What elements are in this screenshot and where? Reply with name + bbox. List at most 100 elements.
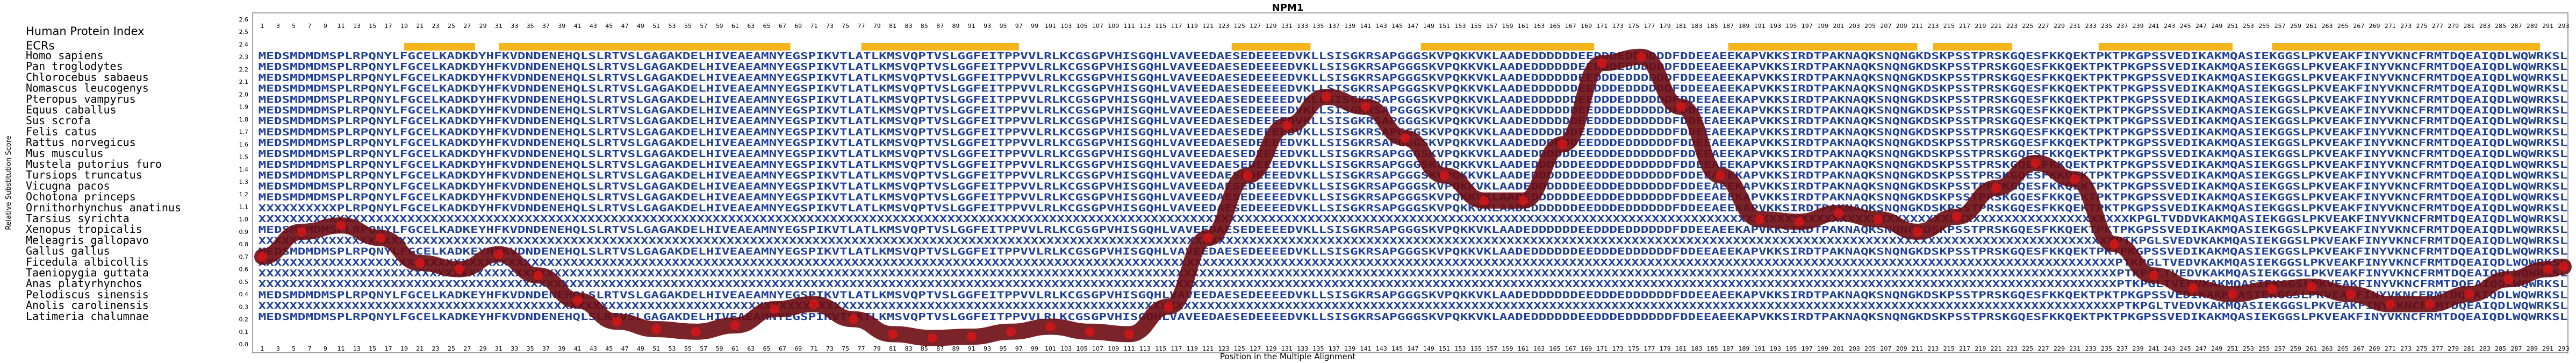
top-tick-label: 103 [1060,23,1072,30]
top-tick-label: 143 [1376,23,1387,30]
ecr-bar [498,43,791,51]
top-tick-label: 255 [2258,23,2270,30]
x-tick-label: 31 [495,345,503,352]
x-tick-label: 269 [2369,345,2380,352]
x-tick-label: 231 [2069,345,2080,352]
curve-point [2070,174,2080,184]
curve-point [1676,102,1686,112]
y-tick-label: 1.4 [239,166,249,173]
top-tick-label: 89 [952,23,959,30]
x-tick-label: 113 [1139,345,1151,352]
top-tick-label: 31 [495,23,503,30]
x-tick-label: 127 [1250,345,1261,352]
top-tick-label: 245 [2180,23,2191,30]
curve-point [2424,299,2435,309]
chart-title: NPM1 [1272,2,1304,13]
x-tick-label: 289 [2527,345,2538,352]
x-tick-label: 147 [1408,345,1419,352]
x-tick-label: 115 [1155,345,1166,352]
sequence-row: XXXXXXXXXXXXXXXXXXXXXXXXXXXXXXXXXXXXXXXX… [259,268,2568,279]
curve-point [2109,239,2120,250]
sequence-row: MEDSMDMDMSPLRPQNYLFGCELKADKDYHFKVDNDENEH… [259,72,2568,83]
top-tick-label: 209 [1896,23,1907,30]
x-tick-label: 87 [936,345,944,352]
curve-point [1243,170,1253,181]
top-tick-label: 63 [747,23,755,30]
x-tick-label: 13 [353,345,361,352]
y-tick-label: 1.2 [239,191,249,198]
curve-point [1282,120,1292,131]
top-tick-label: 175 [1628,23,1639,30]
y-tick-label: 1.9 [239,104,249,111]
top-tick-label: 273 [2400,23,2412,30]
top-tick-label: 227 [2038,23,2049,30]
x-tick-label: 275 [2416,345,2428,352]
curve-point [454,264,464,274]
curve-point [1361,102,1371,112]
top-tick-label: 125 [1234,23,1245,30]
species-label: Tarsius syrichta [26,212,130,225]
curve-point [1755,214,1765,224]
x-tick-label: 71 [810,345,818,352]
x-tick-label: 105 [1077,345,1088,352]
sequence-row: MEDSMDMDMSPLRPQNYLFGCELKADKDYHFKVDNDENEH… [259,61,2568,73]
x-tick-label: 179 [1660,345,1671,352]
top-tick-label: 173 [1612,23,1624,30]
y-tick-label: 0.3 [239,303,249,310]
x-tick-label: 177 [1644,345,1655,352]
species-label: Homo sapiens [26,49,104,62]
species-label: Mus musculus [26,147,104,160]
sequence-row: MEDSMDMDMSPLRPQNYLFGCELKADKDYHFKVDNDENEH… [259,94,2568,105]
top-tick-label: 73 [826,23,834,30]
curve-point [1833,208,1843,218]
sequence-rows: MEDSMDMDMSPLRPQNYLFGCELKADKDYHFKVDNDENEH… [259,51,2568,323]
top-tick-label: 61 [731,23,739,30]
x-tick-label: 205 [1864,345,1876,352]
top-tick-label: 281 [2464,23,2475,30]
species-label: Equus caballus [26,103,117,116]
x-tick-label: 253 [2243,345,2254,352]
x-tick-label: 143 [1376,345,1387,352]
curve-point [493,249,504,259]
top-tick-label: 167 [1565,23,1576,30]
curve-point [651,324,662,334]
x-tick-labels: 1 3 5 7 9 11 13 15 17 19 21 23 25 27 29 31 33 35 37 39 41 43 4… [261,345,2570,352]
top-tick-label: 215 [1943,23,1955,30]
x-tick-label: 265 [2337,345,2349,352]
top-tick-label: 253 [2243,23,2254,30]
sequence-row: MEDSMDMDMSPLRPQNYLFGCELKADKEYHFKVDNDENEH… [259,289,2568,301]
top-tick-label: 179 [1660,23,1671,30]
y-tick-label: 1.1 [239,203,249,210]
x-tick-label: 287 [2511,345,2522,352]
x-tick-label: 69 [794,345,802,352]
top-tick-label: 159 [1502,23,1513,30]
sequence-row: MEDSMDMDMSPLRPQNYLFGCELKADKDYHFKVDNDENEH… [259,192,2568,203]
species-label: Ficedula albicollis [26,255,149,268]
y-tick-label: 1.6 [239,141,249,148]
x-tick-label: 235 [2101,345,2112,352]
x-tick-label: 5 [292,345,296,352]
top-tick-label: 193 [1770,23,1781,30]
y-tick-label: 0.2 [239,316,249,323]
x-tick-label: 291 [2542,345,2553,352]
top-tick-label: 153 [1454,23,1466,30]
top-tick-label: 79 [873,23,881,30]
top-tick-label: 249 [2211,23,2222,30]
top-tick-label: 225 [2022,23,2033,30]
y-tick-label: 1.0 [239,216,249,223]
species-label: Anolis carolinensis [26,299,149,312]
top-tick-label: 269 [2369,23,2380,30]
top-tick-label: 69 [794,23,802,30]
species-label: Meleagris gallopavo [26,233,149,246]
top-tick-label: 9 [324,23,327,30]
top-tick-label: 147 [1408,23,1419,30]
curve-point [2543,264,2553,274]
top-tick-label: 109 [1108,23,1119,30]
species-label: Gallus gallus [26,245,110,258]
top-tick-label: 293 [2558,23,2570,30]
x-tick-label: 217 [1959,345,1970,352]
curve-point [1991,183,2001,193]
curve-point [1203,233,1213,243]
y-tick-label: 0.6 [239,266,249,273]
top-tick-label: 285 [2495,23,2506,30]
